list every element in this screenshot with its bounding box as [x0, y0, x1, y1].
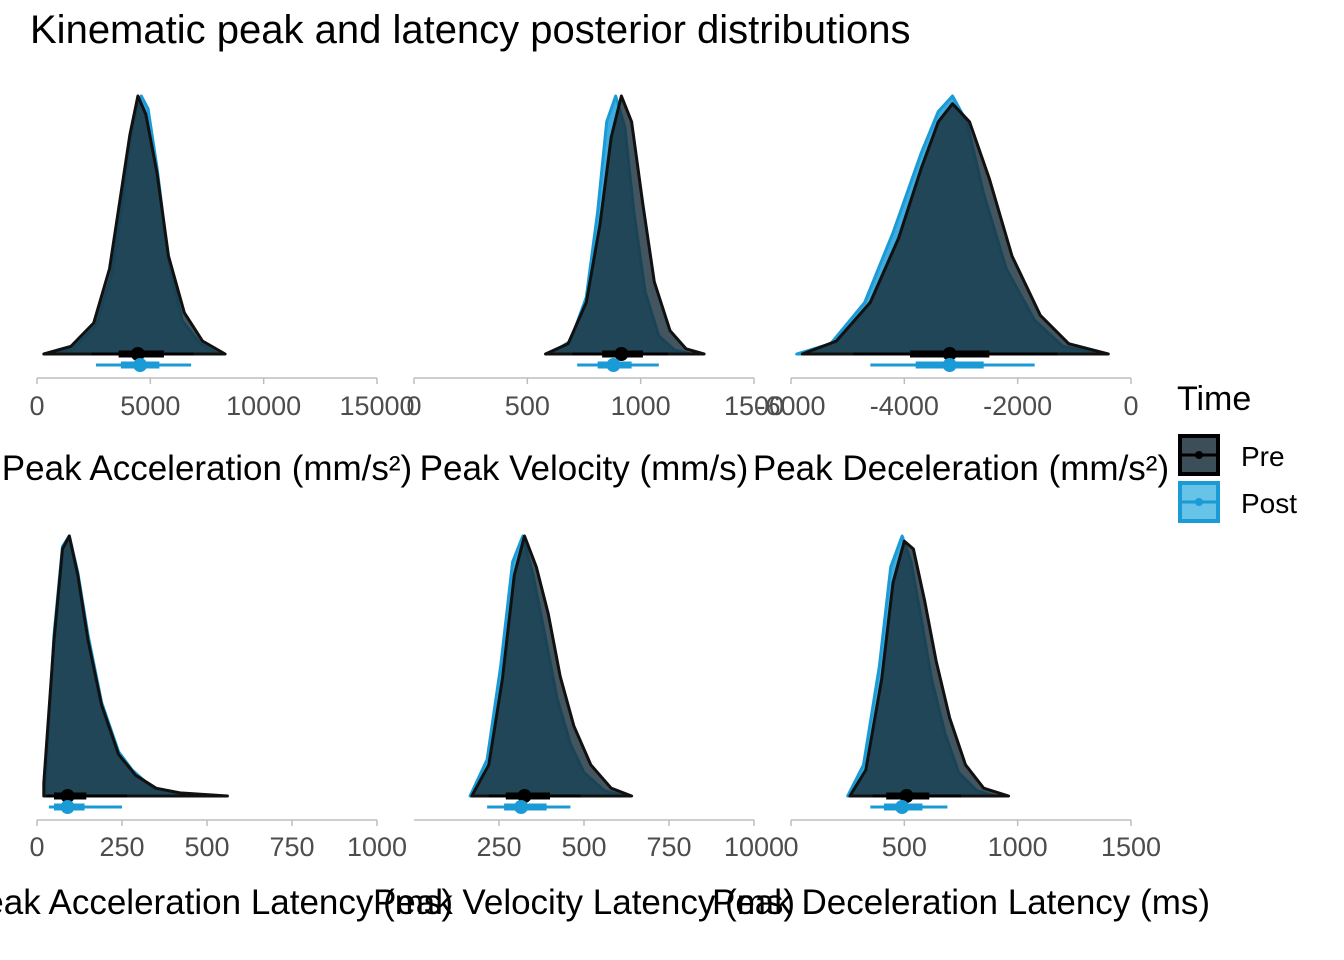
density-pre: [544, 94, 706, 356]
x-tick-label: 1000: [988, 832, 1048, 862]
panel-1: 0 5000 10000 15000 Peak Acceleration (mm/s²): [2, 94, 415, 488]
density-pre: [848, 539, 1011, 798]
median-point-post: [942, 358, 957, 372]
x-tick-label: 750: [646, 832, 691, 862]
median-point-pre: [60, 789, 75, 803]
density-pre: [42, 94, 227, 356]
x-tick-label: 0: [783, 832, 798, 862]
x-tick-label: -6000: [756, 391, 825, 421]
x-tick-label: 1500: [724, 391, 784, 421]
legend-key-point: [1195, 451, 1203, 459]
legend-title: Time: [1177, 380, 1251, 418]
panel-3: -6000 -4000 -2000 0 Peak Deceleration (mm/s²…: [753, 94, 1169, 488]
x-axis-label: Peak Velocity Latency (ms): [373, 883, 795, 922]
x-axis-label: Peak Deceleration (mm/s²): [753, 449, 1169, 488]
chart-title: Kinematic peak and latency posterior dis…: [30, 8, 911, 52]
median-point-post: [895, 800, 910, 814]
panel-6: 0 500 1000 1500 Peak Deceleration Latency (m…: [712, 534, 1210, 922]
x-axis-label: Peak Velocity (mm/s): [420, 449, 749, 488]
x-tick-label: 1500: [1101, 832, 1161, 862]
legend-item-pre: Pre: [1178, 434, 1285, 476]
x-tick-label: 500: [184, 832, 229, 862]
x-tick-label: 1000: [611, 391, 671, 421]
median-point-pre: [130, 347, 145, 361]
legend-key-point: [1195, 498, 1203, 506]
median-point-pre: [899, 789, 914, 803]
median-point-post: [514, 800, 529, 814]
x-tick-label: -4000: [870, 391, 939, 421]
median-point-pre: [614, 347, 629, 361]
median-point-post: [133, 358, 148, 372]
legend-label-post: Post: [1241, 488, 1297, 519]
median-point-pre: [517, 789, 532, 803]
x-tick-label: 0: [29, 832, 44, 862]
panel-4: 0 250 500 750 1000 Peak Acceleration Latency …: [0, 534, 453, 922]
legend: Time Pre Post: [1177, 380, 1297, 523]
x-tick-label: 250: [476, 832, 521, 862]
median-point-pre: [942, 347, 957, 361]
x-tick-label: 1000: [347, 832, 407, 862]
x-tick-label: 0: [1123, 391, 1138, 421]
x-tick-label: 0: [29, 391, 44, 421]
density-pre: [470, 534, 634, 798]
panel-2: 0 500 1000 1500 Peak Velocity (mm/s): [406, 94, 784, 488]
density-pre: [800, 102, 1110, 356]
legend-item-post: Post: [1178, 481, 1297, 523]
x-tick-label: -2000: [983, 391, 1052, 421]
panel-5: 250 500 750 1000 Peak Velocity Latency (ms): [373, 534, 795, 922]
x-tick-label: 250: [99, 832, 144, 862]
x-tick-label: 10000: [226, 391, 301, 421]
x-tick-label: 15000: [339, 391, 414, 421]
median-point-post: [60, 800, 75, 814]
x-tick-label: 0: [406, 391, 421, 421]
x-axis-label: Peak Deceleration Latency (ms): [712, 883, 1210, 922]
x-tick-label: 500: [561, 832, 606, 862]
legend-label-pre: Pre: [1241, 441, 1285, 472]
x-axis-label: Peak Acceleration Latency (ms): [0, 883, 453, 922]
x-axis-label: Peak Acceleration (mm/s²): [2, 449, 412, 488]
median-point-post: [606, 358, 621, 372]
x-tick-label: 1000: [724, 832, 784, 862]
x-tick-label: 5000: [120, 391, 180, 421]
x-tick-label: 500: [505, 391, 550, 421]
x-tick-label: 750: [269, 832, 314, 862]
density-pre: [42, 534, 229, 798]
x-tick-label: 500: [882, 832, 927, 862]
